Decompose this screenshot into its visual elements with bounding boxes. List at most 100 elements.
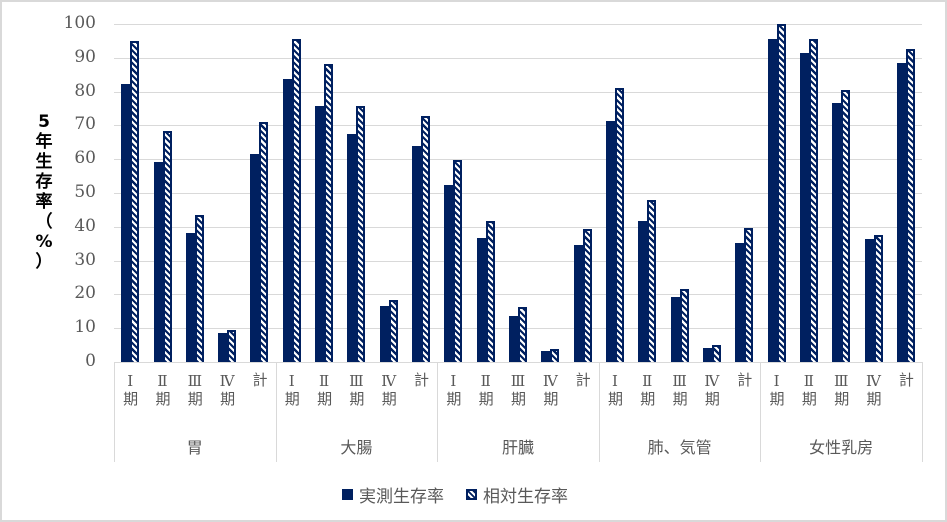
- bar-measured: [670, 297, 680, 363]
- y-tick-label: 80: [74, 81, 96, 101]
- bar-measured: [476, 238, 486, 363]
- bar-measured: [702, 347, 712, 363]
- category-label: Ⅱ期: [638, 372, 657, 407]
- y-tick-label: 10: [74, 317, 96, 337]
- bar-measured: [767, 38, 777, 363]
- category-label: Ⅰ期: [605, 372, 624, 407]
- legend-item: 実測生存率: [342, 482, 444, 507]
- y-tick-label: 100: [63, 13, 96, 33]
- category-label: Ⅳ期: [864, 372, 883, 407]
- bar-relative: [615, 87, 624, 363]
- bar-relative: [356, 106, 366, 363]
- category-label: Ⅱ期: [315, 372, 334, 407]
- group-separator: [599, 362, 600, 462]
- y-axis-title-char: 5: [38, 112, 50, 132]
- bar-relative: [194, 214, 204, 363]
- bar-relative: [744, 227, 754, 363]
- gridline: [114, 261, 922, 262]
- bar-relative: [808, 39, 818, 363]
- bar-measured: [250, 153, 260, 363]
- group-label: 肺、気管: [647, 438, 712, 457]
- bar-measured: [606, 121, 615, 363]
- category-label: 計: [896, 372, 915, 388]
- gridline: [114, 193, 922, 194]
- category-label: Ⅰ期: [444, 372, 463, 407]
- bar-relative: [485, 221, 495, 363]
- y-tick-label: 90: [74, 47, 96, 67]
- category-label: Ⅱ期: [153, 372, 172, 407]
- bar-measured: [379, 306, 389, 363]
- bar-relative: [453, 160, 463, 363]
- bar-relative: [647, 200, 657, 363]
- bar-measured: [185, 232, 195, 363]
- group-label: 肝臓: [501, 438, 534, 457]
- bar-measured: [282, 79, 292, 363]
- gridline: [114, 294, 922, 295]
- category-label: Ⅳ期: [218, 372, 237, 407]
- y-axis-title-char: 年: [35, 132, 53, 152]
- y-tick-label: 40: [74, 216, 96, 236]
- group-label: 大腸: [340, 438, 373, 457]
- bar-measured: [315, 105, 325, 363]
- group-label: 女性乳房: [809, 438, 874, 457]
- category-label: Ⅳ期: [702, 372, 721, 407]
- category-label: Ⅰ期: [282, 372, 301, 407]
- y-tick-label: 30: [74, 250, 96, 270]
- group-separator: [114, 362, 115, 462]
- bar-relative: [776, 24, 786, 363]
- bar-measured: [444, 184, 454, 363]
- bar-measured: [153, 161, 163, 363]
- group-separator: [760, 362, 761, 462]
- bar-measured: [735, 243, 745, 363]
- y-axis-title-char: %: [35, 232, 53, 252]
- solid-square-icon: [342, 489, 353, 500]
- bar-measured: [799, 53, 809, 363]
- gridline: [114, 58, 922, 59]
- y-tick-label: 0: [85, 351, 96, 371]
- y-tick-label: 60: [74, 148, 96, 168]
- gridline: [114, 159, 922, 160]
- category-label: Ⅲ期: [832, 372, 851, 407]
- bar-relative: [388, 299, 398, 363]
- gridline: [114, 24, 922, 25]
- category-label: Ⅲ期: [185, 372, 204, 407]
- bar-relative: [711, 345, 721, 363]
- bar-relative: [518, 307, 527, 363]
- bar-measured: [864, 239, 874, 363]
- y-axis-title-char: ）: [35, 252, 53, 272]
- y-tick-label: 70: [74, 114, 96, 134]
- category-label: Ⅳ期: [379, 372, 398, 407]
- bar-relative: [550, 348, 560, 363]
- y-tick-label: 20: [74, 283, 96, 303]
- group-separator: [922, 362, 923, 462]
- category-label: 計: [250, 372, 269, 388]
- bar-measured: [412, 146, 421, 363]
- category-label: 計: [573, 372, 592, 388]
- x-axis-line: [114, 362, 922, 363]
- category-label: Ⅳ期: [541, 372, 560, 407]
- y-axis-title: 5 年生存率（%）: [32, 112, 56, 272]
- bar-measured: [121, 84, 131, 363]
- gridline: [114, 125, 922, 126]
- bar-relative: [227, 329, 237, 363]
- category-label: 計: [412, 372, 431, 388]
- bar-measured: [347, 134, 357, 363]
- y-axis-title-char: 生: [35, 152, 53, 172]
- category-label: Ⅱ期: [799, 372, 818, 407]
- bar-relative: [324, 63, 334, 363]
- group-separator: [276, 362, 277, 462]
- category-label: Ⅰ期: [767, 372, 786, 407]
- legend-item: 相対生存率: [466, 482, 568, 507]
- group-label: 胃: [186, 438, 203, 457]
- gridline: [114, 227, 922, 228]
- bar-relative: [873, 234, 883, 363]
- bar-relative: [679, 288, 689, 363]
- hatched-square-icon: [466, 489, 477, 500]
- bar-relative: [291, 39, 301, 363]
- category-label: 計: [735, 372, 754, 388]
- y-tick-label: 50: [74, 182, 96, 202]
- legend-label: 相対生存率: [483, 487, 568, 507]
- gridline: [114, 92, 922, 93]
- group-separator: [437, 362, 438, 462]
- bar-relative: [130, 40, 140, 363]
